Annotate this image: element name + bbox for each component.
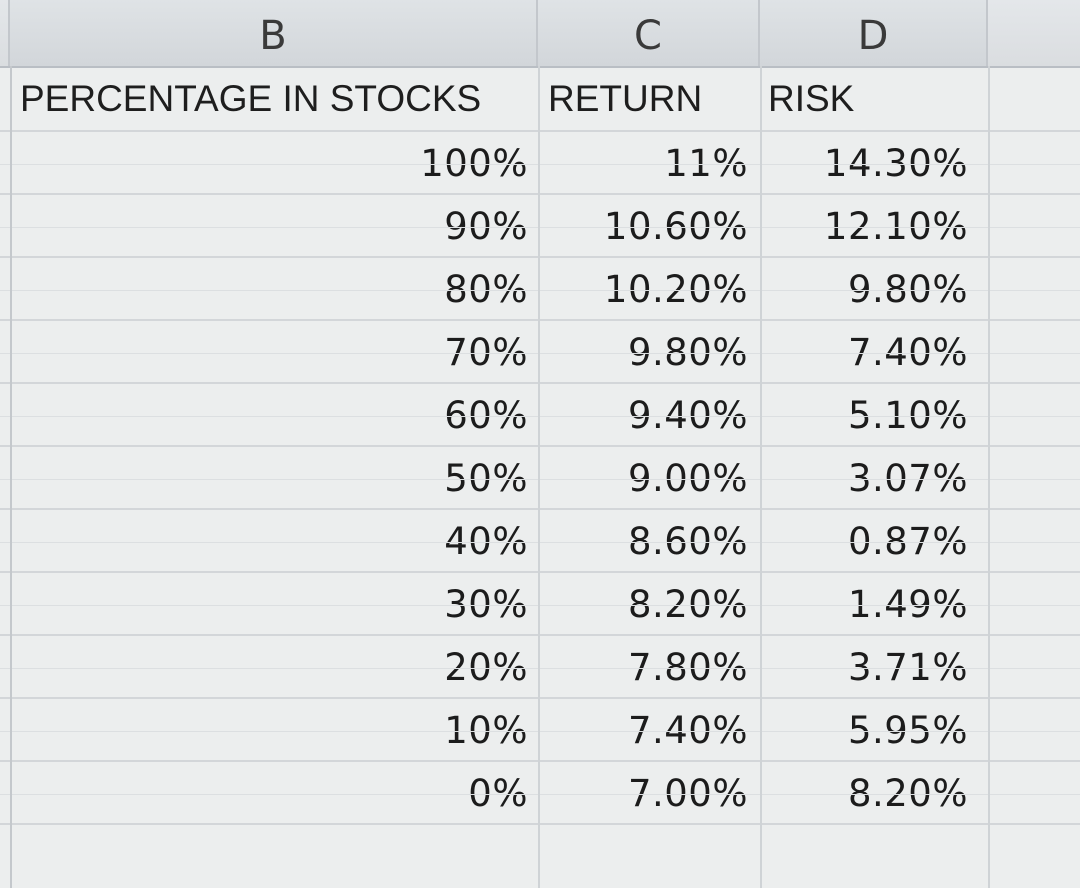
cell-return[interactable]: 7.00% <box>627 772 748 815</box>
gridline <box>0 479 1080 480</box>
column-header-c[interactable]: C <box>538 0 760 66</box>
header-percentage-in-stocks[interactable]: PERCENTAGE IN STOCKS <box>20 78 482 119</box>
cell-percentage-in-stocks[interactable]: 50% <box>444 457 528 500</box>
table-row: 50% 9.00% 3.07% <box>0 447 1080 510</box>
cell-percentage-in-stocks[interactable]: 90% <box>444 205 528 248</box>
gridline <box>0 227 1080 228</box>
cell-return[interactable]: 9.00% <box>627 457 748 500</box>
table-row: 100% 11% 14.30% <box>0 132 1080 195</box>
cell-risk[interactable]: 1.49% <box>847 583 968 626</box>
cell-risk[interactable]: 5.10% <box>847 394 968 437</box>
cell-return[interactable]: 8.60% <box>627 520 748 563</box>
header-row: PERCENTAGE IN STOCKS RETURN RISK <box>0 66 1080 132</box>
gridline <box>0 416 1080 417</box>
cell-percentage-in-stocks[interactable]: 100% <box>420 142 528 185</box>
gridline <box>0 353 1080 354</box>
column-header-bar: B C D <box>0 0 1080 68</box>
cell-risk[interactable]: 14.30% <box>823 142 968 185</box>
table-row: 80% 10.20% 9.80% <box>0 258 1080 321</box>
cell-percentage-in-stocks[interactable]: 20% <box>444 646 528 689</box>
gridline <box>0 290 1080 291</box>
gridline <box>10 66 12 888</box>
column-header-a-edge[interactable] <box>0 0 10 66</box>
cell-percentage-in-stocks[interactable]: 10% <box>444 709 528 752</box>
column-header-b[interactable]: B <box>10 0 538 66</box>
cell-return[interactable]: 8.20% <box>627 583 748 626</box>
cell-percentage-in-stocks[interactable]: 60% <box>444 394 528 437</box>
table-row: 10% 7.40% 5.95% <box>0 699 1080 762</box>
table-row: 20% 7.80% 3.71% <box>0 636 1080 699</box>
gridline <box>0 164 1080 165</box>
cell-percentage-in-stocks[interactable]: 30% <box>444 583 528 626</box>
cell-return[interactable]: 9.80% <box>627 331 748 374</box>
cell-risk[interactable]: 9.80% <box>847 268 968 311</box>
table-row: 70% 9.80% 7.40% <box>0 321 1080 384</box>
table-row: 40% 8.60% 0.87% <box>0 510 1080 573</box>
cell-risk[interactable]: 3.71% <box>847 646 968 689</box>
cell-percentage-in-stocks[interactable]: 70% <box>444 331 528 374</box>
table-row: 90% 10.60% 12.10% <box>0 195 1080 258</box>
gridline <box>0 731 1080 732</box>
cell-return[interactable]: 11% <box>664 142 748 185</box>
column-header-e[interactable] <box>988 0 1080 66</box>
cell-risk[interactable]: 5.95% <box>847 709 968 752</box>
cell-return[interactable]: 7.40% <box>627 709 748 752</box>
cell-return[interactable]: 7.80% <box>627 646 748 689</box>
table-row: 60% 9.40% 5.10% <box>0 384 1080 447</box>
header-risk[interactable]: RISK <box>768 78 855 119</box>
gridline <box>988 66 990 888</box>
gridline <box>0 605 1080 606</box>
gridline <box>538 66 540 888</box>
gridline <box>0 668 1080 669</box>
cell-return[interactable]: 10.60% <box>603 205 748 248</box>
cell-risk[interactable]: 3.07% <box>847 457 968 500</box>
cell-risk[interactable]: 0.87% <box>847 520 968 563</box>
cell-return[interactable]: 9.40% <box>627 394 748 437</box>
gridline <box>0 794 1080 795</box>
cell-percentage-in-stocks[interactable]: 0% <box>468 772 528 815</box>
table-row: 30% 8.20% 1.49% <box>0 573 1080 636</box>
gridline <box>760 66 762 888</box>
column-header-d[interactable]: D <box>760 0 988 66</box>
cell-percentage-in-stocks[interactable]: 80% <box>444 268 528 311</box>
cell-return[interactable]: 10.20% <box>603 268 748 311</box>
cell-risk[interactable]: 7.40% <box>847 331 968 374</box>
cell-grid: PERCENTAGE IN STOCKS RETURN RISK 100% 11%… <box>0 66 1080 888</box>
header-return[interactable]: RETURN <box>548 78 703 119</box>
cell-percentage-in-stocks[interactable]: 40% <box>444 520 528 563</box>
cell-risk[interactable]: 8.20% <box>847 772 968 815</box>
cell-risk[interactable]: 12.10% <box>823 205 968 248</box>
table-row: 0% 7.00% 8.20% <box>0 762 1080 825</box>
gridline <box>0 542 1080 543</box>
